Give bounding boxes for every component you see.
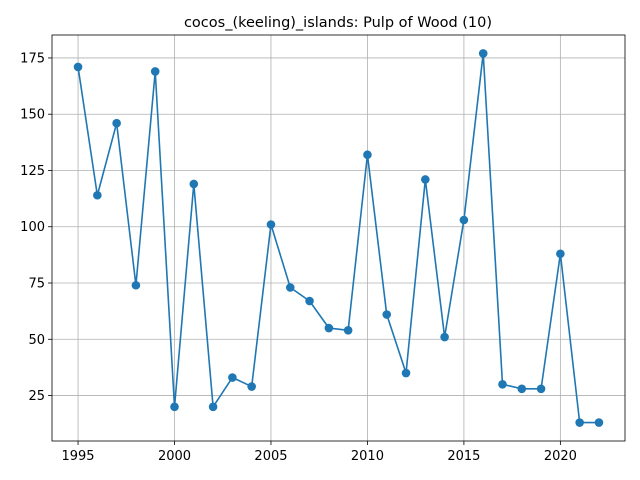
x-tick-label: 1995 [61,449,94,464]
data-point [382,310,392,319]
data-point [517,384,527,394]
x-tick-label: 2015 [447,449,480,464]
data-point [363,150,372,160]
x-tick-label: 2020 [544,449,577,464]
plot-frame [51,34,626,442]
data-point [575,418,584,427]
data-point [150,67,160,76]
chart-title: cocos_(keeling)_islands: Pulp of Wood (1… [184,15,492,31]
data-point [112,118,121,128]
y-tick-label: 50 [28,333,45,348]
data-point [556,249,565,259]
y-tick-label: 175 [20,51,45,66]
axes: 1995 2000 2005 2010 2015 2020 25 50 75 100 125 150 1… [20,51,577,464]
data-point [131,280,141,290]
data-point [208,402,218,412]
data-point [478,49,488,58]
x-tick-label: 2005 [254,449,287,464]
grid-lines [52,35,625,441]
data-point [189,179,199,189]
y-tick-label: 150 [20,108,45,123]
y-tick-label: 100 [20,220,45,235]
data-point [228,373,237,382]
data-point [266,220,276,229]
data-point [93,190,102,200]
data-point [285,283,295,292]
data-point [421,175,430,184]
data-point [594,418,604,427]
data-point [305,296,314,306]
data-point [170,402,179,412]
data-point [247,382,256,391]
data-point [401,368,411,378]
y-tick-label: 25 [28,389,45,404]
y-tick-label: 75 [28,277,45,292]
series-layer [73,49,604,427]
data-point [343,325,353,335]
data-point [73,62,83,72]
data-point [498,379,507,389]
data-point [324,323,334,333]
x-tick-label: 2000 [158,449,191,464]
y-tick-label: 125 [20,164,45,179]
data-point [440,332,449,342]
x-tick-label: 2010 [351,449,384,464]
data-point [536,384,546,394]
series-line [77,52,599,424]
data-point [459,215,469,225]
